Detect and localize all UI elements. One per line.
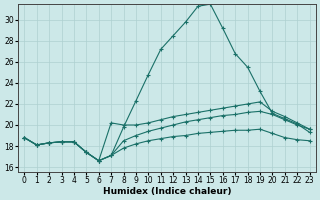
- X-axis label: Humidex (Indice chaleur): Humidex (Indice chaleur): [103, 187, 231, 196]
